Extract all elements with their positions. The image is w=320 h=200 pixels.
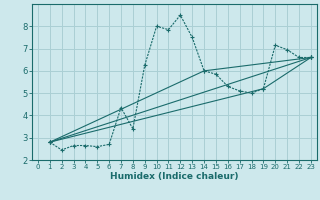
X-axis label: Humidex (Indice chaleur): Humidex (Indice chaleur) bbox=[110, 172, 239, 181]
